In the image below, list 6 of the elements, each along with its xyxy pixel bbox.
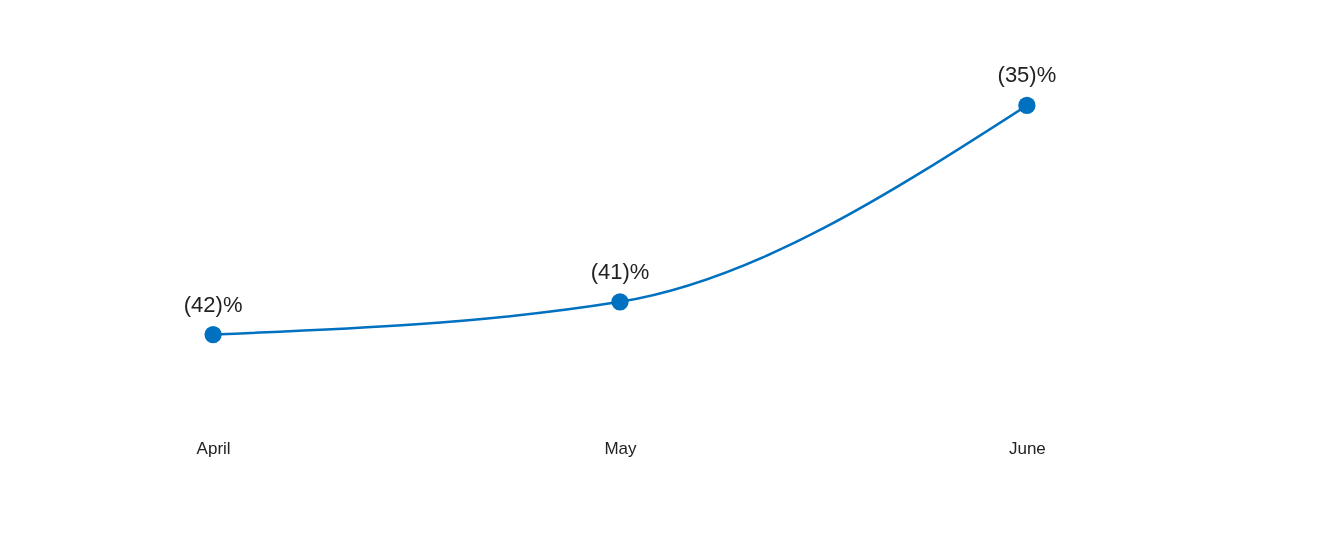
x-tick-label: May [604,438,638,458]
x-tick-label: June [1008,438,1046,458]
data-label: (42)% [183,291,243,317]
data-label: (35)% [997,62,1057,88]
x-tick-label: April [196,438,231,458]
data-label: (41)% [590,258,650,284]
